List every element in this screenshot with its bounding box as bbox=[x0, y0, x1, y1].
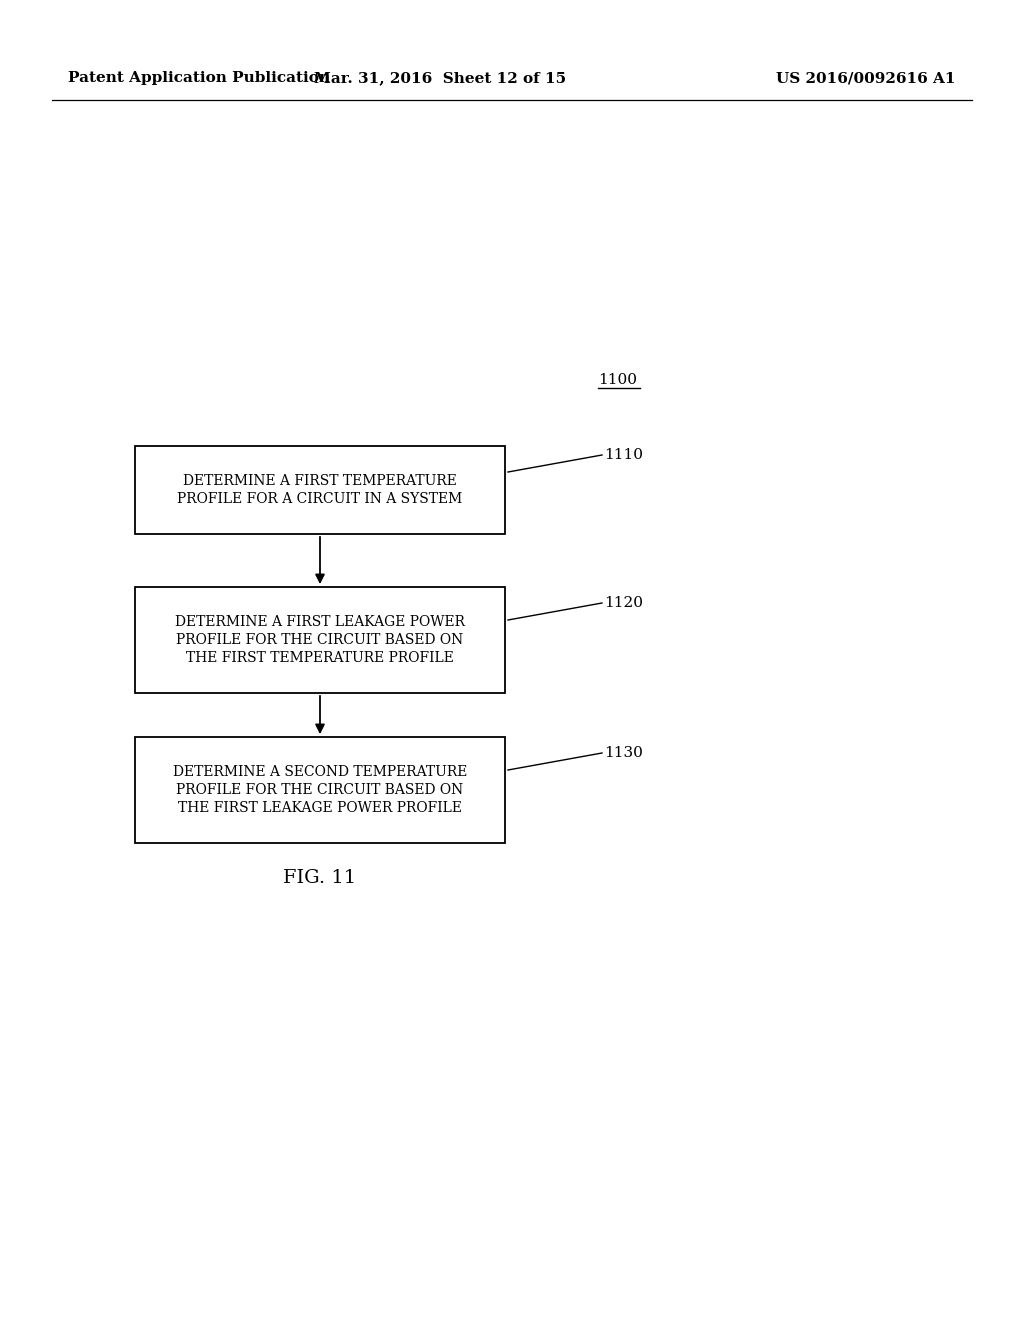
Text: 1130: 1130 bbox=[604, 746, 643, 760]
Bar bbox=[135, 446, 505, 535]
Text: THE FIRST LEAKAGE POWER PROFILE: THE FIRST LEAKAGE POWER PROFILE bbox=[178, 801, 462, 814]
Text: 1120: 1120 bbox=[604, 597, 643, 610]
Text: PROFILE FOR THE CIRCUIT BASED ON: PROFILE FOR THE CIRCUIT BASED ON bbox=[176, 783, 464, 797]
Text: US 2016/0092616 A1: US 2016/0092616 A1 bbox=[776, 71, 956, 84]
Text: 1100: 1100 bbox=[598, 374, 637, 387]
Text: Patent Application Publication: Patent Application Publication bbox=[68, 71, 330, 84]
Bar bbox=[135, 587, 505, 693]
Text: THE FIRST TEMPERATURE PROFILE: THE FIRST TEMPERATURE PROFILE bbox=[186, 651, 454, 665]
Text: Mar. 31, 2016  Sheet 12 of 15: Mar. 31, 2016 Sheet 12 of 15 bbox=[314, 71, 566, 84]
Text: PROFILE FOR A CIRCUIT IN A SYSTEM: PROFILE FOR A CIRCUIT IN A SYSTEM bbox=[177, 492, 463, 506]
Text: DETERMINE A SECOND TEMPERATURE: DETERMINE A SECOND TEMPERATURE bbox=[173, 766, 467, 779]
Text: DETERMINE A FIRST TEMPERATURE: DETERMINE A FIRST TEMPERATURE bbox=[183, 474, 457, 488]
Bar bbox=[135, 737, 505, 843]
Text: FIG. 11: FIG. 11 bbox=[284, 869, 356, 887]
Text: DETERMINE A FIRST LEAKAGE POWER: DETERMINE A FIRST LEAKAGE POWER bbox=[175, 615, 465, 630]
Text: PROFILE FOR THE CIRCUIT BASED ON: PROFILE FOR THE CIRCUIT BASED ON bbox=[176, 634, 464, 647]
Text: 1110: 1110 bbox=[604, 447, 643, 462]
